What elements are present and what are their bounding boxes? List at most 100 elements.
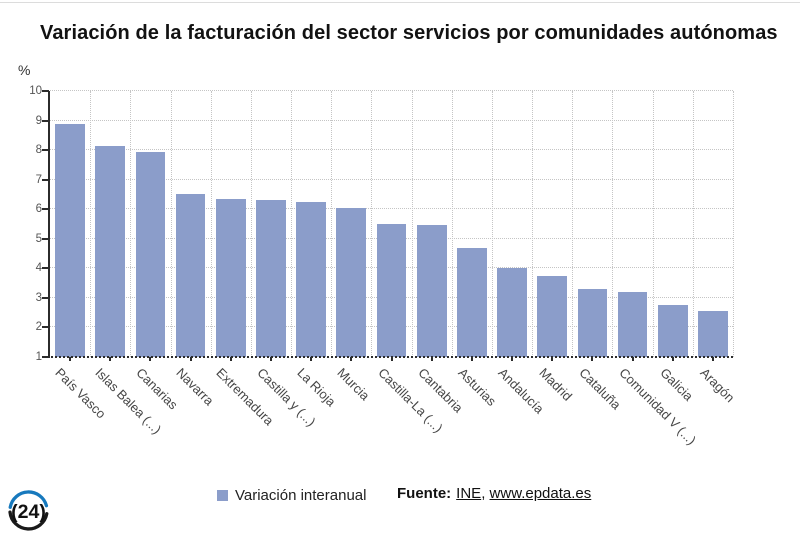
bar-4 <box>175 194 206 357</box>
y-axis-tick <box>42 267 49 270</box>
bar-10 <box>416 225 447 357</box>
bar-13 <box>537 275 568 357</box>
bar-15 <box>617 291 648 357</box>
y-axis-labels: 1 2 3 4 5 6 7 8 9 10 <box>0 85 42 363</box>
legend: Variación interanual <box>217 487 366 504</box>
y-axis-tick <box>42 90 49 92</box>
y-tick-label: 8 <box>35 144 42 157</box>
y-tick-label: 6 <box>35 203 42 216</box>
y-axis-unit-label: % <box>18 62 31 78</box>
x-axis-tick <box>390 357 393 361</box>
top-divider <box>0 2 800 3</box>
x-axis-tick <box>671 357 674 361</box>
x-axis-tick <box>430 357 433 361</box>
x-category-label-text: Murcia <box>334 365 373 404</box>
bar-17 <box>698 311 728 357</box>
y-axis-tick <box>42 208 49 211</box>
x-axis-tick <box>470 357 473 361</box>
gridline-vertical <box>451 91 453 357</box>
gridline-vertical <box>90 91 92 357</box>
x-axis-tick <box>310 357 313 361</box>
source-label: Fuente: <box>397 485 452 502</box>
source-separator: , <box>481 485 490 502</box>
x-axis-tick <box>551 357 554 361</box>
x-category-label-text: Galicia <box>656 365 696 404</box>
source: Fuente: INE, www.epdata.es <box>397 485 591 502</box>
logo-black-arc <box>8 510 49 531</box>
y-tick-label: 2 <box>35 321 42 334</box>
x-category-label-text: Aragón <box>697 365 738 406</box>
legend-label: Variación interanual <box>235 487 367 504</box>
x-axis-tick <box>189 357 192 361</box>
y-tick-label: 5 <box>35 232 42 245</box>
page-title: Variación de la facturación del sector s… <box>40 22 778 44</box>
plot-area <box>42 90 734 361</box>
gridline-vertical <box>532 91 534 357</box>
y-axis-tick <box>42 326 49 329</box>
gridline-vertical <box>371 91 373 357</box>
x-category-label-text: Cataluña <box>576 365 624 413</box>
bar-9 <box>376 224 407 357</box>
x-category-label: Aragón <box>697 364 750 405</box>
gridline-vertical <box>170 91 172 357</box>
bar-11 <box>456 247 487 357</box>
x-axis-tick <box>711 357 714 361</box>
y-axis-tick <box>42 356 49 358</box>
gridline-vertical <box>733 91 734 357</box>
bar-8 <box>336 207 367 357</box>
y-tick-label: 9 <box>35 114 42 127</box>
y-tick-label: 3 <box>35 291 42 304</box>
x-axis-tick <box>511 357 514 361</box>
bar-2 <box>95 145 126 357</box>
x-axis-tick <box>269 357 272 361</box>
gridline-vertical <box>250 91 252 357</box>
y-axis-tick <box>42 119 49 122</box>
bar-1 <box>55 123 85 357</box>
bar-12 <box>497 268 527 357</box>
bar-14 <box>577 289 608 357</box>
x-axis-tick <box>149 357 152 361</box>
y-axis-tick <box>42 178 49 181</box>
gridline-vertical <box>210 91 212 357</box>
x-axis-tick <box>109 357 112 361</box>
source-link-ine[interactable]: INE <box>456 485 482 502</box>
x-category-label-text: Madrid <box>536 365 575 404</box>
gridline-vertical <box>411 91 413 357</box>
gridline-horizontal <box>50 178 733 180</box>
gridline-vertical <box>652 91 654 357</box>
x-axis-tick <box>350 357 353 361</box>
x-axis-tick <box>229 357 232 361</box>
legend-swatch <box>217 490 228 501</box>
y-axis-tick <box>42 237 49 240</box>
gridline-vertical <box>612 91 614 357</box>
bar-16 <box>657 305 688 357</box>
gridline-horizontal <box>50 90 733 91</box>
gridline-vertical <box>130 91 132 357</box>
x-axis-tick <box>69 357 72 361</box>
logo-text: (24) <box>11 501 46 523</box>
gridline-vertical <box>331 91 333 357</box>
gridline-horizontal <box>50 119 733 121</box>
logo-blue-arc <box>8 490 49 509</box>
x-axis-tick <box>591 357 594 361</box>
y-axis-tick <box>42 296 49 299</box>
bar-7 <box>296 201 326 357</box>
x-axis-tick <box>631 357 634 361</box>
bar-6 <box>256 200 286 357</box>
bar-3 <box>135 151 166 357</box>
y-tick-label: 7 <box>35 173 42 186</box>
y-axis-tick <box>42 149 49 152</box>
y-tick-label: 4 <box>35 262 42 275</box>
gridline-horizontal <box>50 208 733 210</box>
gridline-horizontal <box>50 149 733 151</box>
y-tick-label: 1 <box>35 351 42 363</box>
gridline-vertical <box>572 91 574 357</box>
x-axis-labels: País Vasco Islas Balea (...) Canarias Navar… <box>48 364 738 474</box>
source-link-epdata[interactable]: www.epdata.es <box>489 485 592 502</box>
bar-5 <box>215 198 246 357</box>
logo-24-icon: (24) <box>8 490 49 531</box>
y-tick-label: 10 <box>29 85 42 97</box>
gridline-vertical <box>692 91 694 357</box>
gridline-vertical <box>491 91 493 357</box>
